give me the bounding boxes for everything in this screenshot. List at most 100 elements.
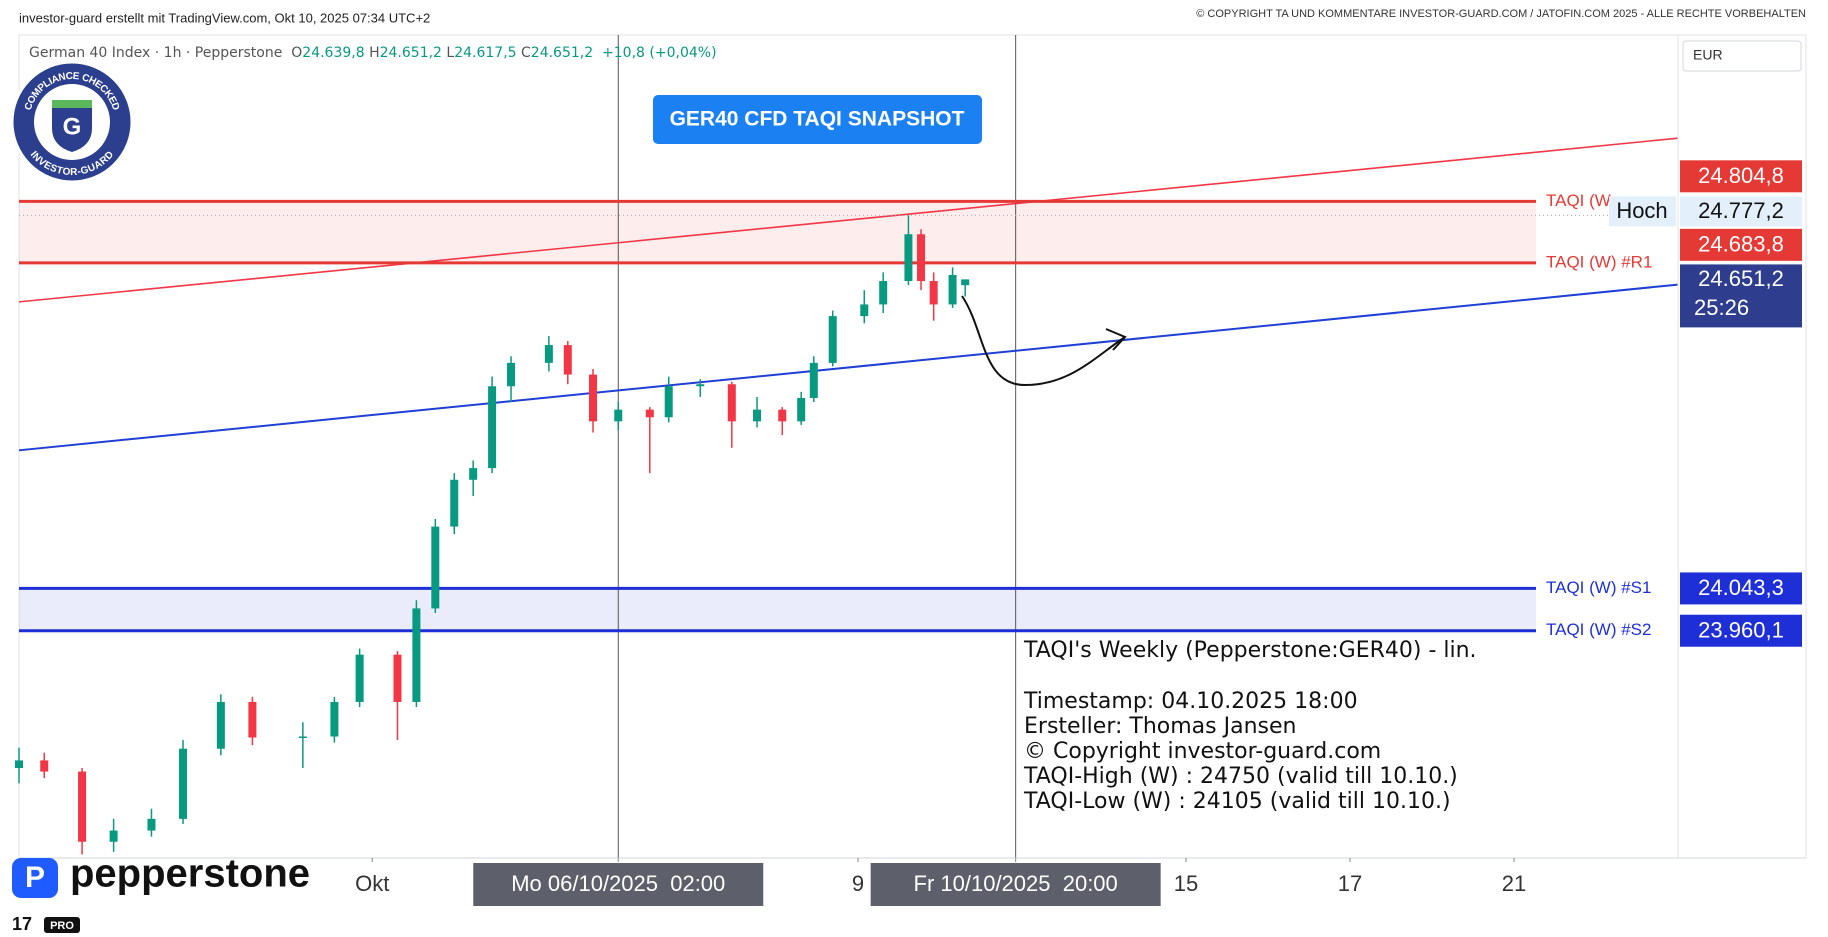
level-tag <box>1680 228 1802 261</box>
candle-body <box>664 386 673 418</box>
candle-body <box>355 654 364 702</box>
info-line: Ersteller: Thomas Jansen <box>1024 714 1297 739</box>
last-tag <box>1680 264 1802 328</box>
candle-body <box>248 701 257 738</box>
info-line: TAQI-High (W) : 24750 (valid till 10.10.… <box>1024 764 1458 789</box>
candle-body <box>544 345 553 363</box>
level-label: TAQI (W) #S1 <box>1546 578 1651 597</box>
candle-body <box>393 654 402 702</box>
trendline <box>18 283 1679 452</box>
tier-box <box>44 917 80 933</box>
candle-body <box>109 830 118 842</box>
candle-body <box>645 409 654 418</box>
badge: COMPLIANCE CHECKED INVESTOR-GUARD G <box>10 60 134 184</box>
info-line: TAQI's Weekly (Pepperstone:GER40) - lin. <box>1024 638 1477 663</box>
level-label: TAQI (W) #R1 <box>1546 252 1652 271</box>
candle-body <box>431 526 440 609</box>
candle-body <box>78 771 87 842</box>
candle-body <box>948 274 957 305</box>
ohlc-value: 24.651,2 <box>530 45 594 61</box>
ohlc-value: 24.651,2 <box>379 45 442 61</box>
level-label: TAQI (W <box>1546 191 1611 210</box>
ohlc-key: H <box>369 45 380 61</box>
candle-body <box>15 760 23 769</box>
ohlc-key: L <box>446 45 455 61</box>
countdown: 25:26 <box>1694 295 1749 320</box>
candle-body <box>40 760 49 772</box>
logo-icon <box>12 858 58 898</box>
ohlc-key: O <box>291 45 303 61</box>
logo-brand: pepperstone <box>70 852 310 896</box>
candle-body <box>778 409 787 422</box>
x-tick-label: 17 <box>1338 871 1362 896</box>
plot-area <box>18 34 1679 859</box>
candle-body <box>563 345 572 375</box>
candle-body <box>879 281 888 305</box>
level-tag <box>1680 614 1802 647</box>
candle-body <box>828 316 837 363</box>
tier: PRO <box>50 920 74 932</box>
candle-body <box>727 384 736 422</box>
candle-body <box>904 234 913 282</box>
shield <box>52 100 92 152</box>
candle-body <box>614 409 623 422</box>
high-tag-label: Hoch <box>1616 198 1667 223</box>
change: +10,8 (+0,04%) <box>602 45 717 61</box>
arrow-head <box>1105 328 1127 351</box>
x-tick-label: Okt <box>355 871 389 896</box>
level-tag-label: 24.683,8 <box>1698 232 1784 257</box>
candle-body <box>809 362 818 398</box>
level-label: TAQI (W) #S2 <box>1546 620 1651 639</box>
candle-body <box>753 409 762 422</box>
high-tag-label-box <box>1609 196 1676 227</box>
symbol: German 40 Index · 1h · Pepperstone <box>29 45 283 61</box>
x-tick-label: Mo 06/10/2025 02:00 <box>511 871 725 896</box>
tv-logo: 17 <box>12 914 32 934</box>
candle-body <box>696 384 705 387</box>
info-line: TAQI-Low (W) : 24105 (valid till 10.10.) <box>1024 789 1451 814</box>
candle-body <box>860 304 869 317</box>
candle-body <box>917 234 926 282</box>
price-axis <box>1677 34 1807 859</box>
level-tag <box>1680 160 1802 193</box>
level-zone <box>19 588 1536 631</box>
candle-body <box>507 362 516 387</box>
level-tag-label: 24.804,8 <box>1698 163 1784 188</box>
candle-body <box>961 279 970 286</box>
trendline <box>18 137 1679 303</box>
high-tag-value: 24.777,2 <box>1698 198 1784 223</box>
candle-body <box>488 386 497 469</box>
candle-body <box>412 608 421 702</box>
currency: EUR <box>1693 47 1723 63</box>
arrow <box>961 295 1126 387</box>
x-tick-label: 15 <box>1174 871 1198 896</box>
header-left: investor-guard erstellt mit TradingView.… <box>19 10 430 25</box>
logo-icon-letter: P <box>25 861 45 894</box>
ohlc-value: 24.639,8 <box>302 45 365 61</box>
level-tag-label: 24.043,3 <box>1698 575 1784 600</box>
ohlc-value: 24.617,5 <box>454 45 517 61</box>
candle-body <box>216 701 225 749</box>
x-tick-label: 21 <box>1502 871 1526 896</box>
last-tag-value: 24.651,2 <box>1698 266 1784 291</box>
high-tag <box>1680 196 1802 227</box>
chart-title: GER40 CFD TAQI SNAPSHOT <box>670 108 965 131</box>
badge-letter: G <box>63 113 82 140</box>
header-right: © COPYRIGHT TA UND KOMMENTARE INVESTOR-G… <box>1196 8 1806 20</box>
x-tick-label: 9 <box>852 871 864 896</box>
x-label-box <box>473 863 764 906</box>
candle-body <box>797 397 806 422</box>
candle-body <box>147 818 156 831</box>
info-box: TAQI's Weekly (Pepperstone:GER40) - lin.… <box>1024 638 1477 814</box>
shield-top <box>52 100 92 108</box>
currency-box <box>1682 40 1802 72</box>
level-tag <box>1680 572 1802 605</box>
level-tag-label: 23.960,1 <box>1698 618 1784 643</box>
candle-body <box>179 748 188 819</box>
broker-logo: P pepperstone 17 PRO <box>12 852 310 934</box>
ohlc-legend: German 40 Index · 1h · Pepperstone O24.6… <box>29 45 717 61</box>
info-line: Timestamp: 04.10.2025 18:00 <box>1024 689 1358 714</box>
candle-body <box>929 281 938 305</box>
